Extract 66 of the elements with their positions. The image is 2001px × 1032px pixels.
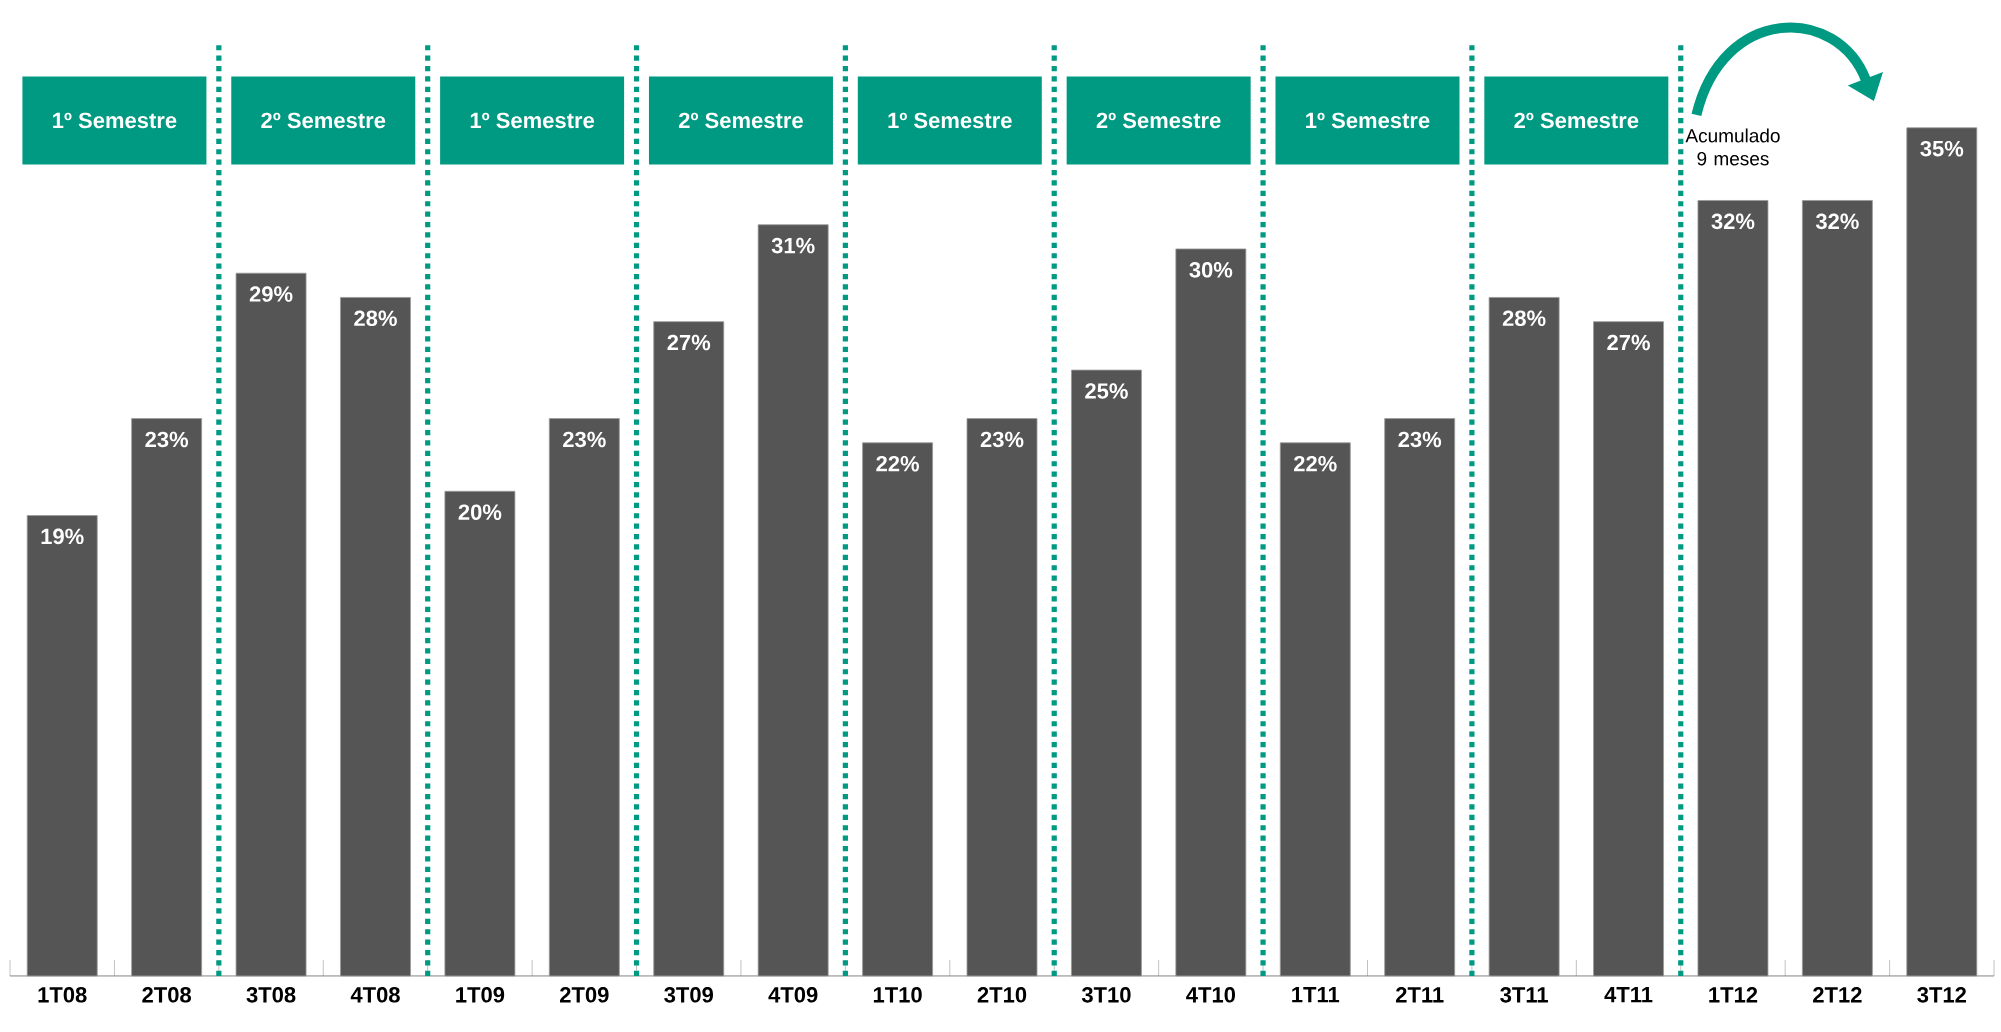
data-label: 28%: [1502, 310, 1546, 327]
data-label: 27%: [1607, 334, 1650, 351]
annotation: 2º Semestre: [1096, 112, 1221, 129]
bar: [862, 442, 933, 977]
x-tick-label: 2T10: [977, 987, 1027, 1003]
annotation: 2º Semestre: [678, 112, 803, 129]
x-tick-label: 2T11: [1395, 987, 1444, 1003]
bar: [1801, 200, 1873, 977]
x-tick-label: 1T10: [873, 987, 922, 1003]
annotation: 2º Semestre: [261, 112, 386, 129]
data-label: 35%: [1920, 140, 1964, 157]
data-label: 23%: [563, 431, 606, 448]
bar: [1384, 418, 1456, 977]
data-label: 25%: [1085, 383, 1128, 399]
x-tick-label: 3T10: [1081, 987, 1131, 1003]
bar: [1906, 127, 1978, 977]
x-tick-label: 1T11: [1292, 987, 1340, 1003]
bar: [653, 321, 725, 977]
bar: [444, 490, 516, 977]
x-tick-label: 3T12: [1917, 987, 1966, 1003]
x-tick-label: 2T08: [142, 987, 192, 1003]
bar: [1697, 200, 1769, 977]
x-tick-label: 3T08: [246, 987, 296, 1003]
data-label: 19%: [41, 528, 84, 545]
x-tick-label: 1T09: [456, 987, 505, 1003]
data-label: 20%: [458, 504, 502, 520]
data-label: 28%: [354, 310, 397, 327]
bar: [1593, 321, 1664, 977]
bar: [235, 272, 307, 977]
data-label: 27%: [667, 334, 711, 351]
bar: [757, 224, 829, 977]
data-label: 32%: [1711, 213, 1755, 230]
bar: [966, 418, 1038, 977]
annotation: 1º Semestre: [888, 112, 1012, 129]
x-tick-label: 2T09: [560, 987, 609, 1003]
annotation: 1º Semestre: [1306, 112, 1430, 129]
x-tick-label: 3T09: [664, 987, 713, 1003]
data-label: 23%: [145, 431, 189, 448]
annotation: 2º Semestre: [1514, 112, 1639, 129]
data-label: 32%: [1815, 213, 1859, 230]
data-label: 31%: [771, 237, 815, 254]
x-tick-label: 2T12: [1813, 987, 1862, 1003]
annotation: 1º Semestre: [470, 112, 595, 129]
bar: [1071, 369, 1142, 977]
x-tick-label: 3T11: [1500, 987, 1548, 1003]
data-label: 22%: [876, 455, 920, 472]
data-label: 22%: [1294, 455, 1337, 472]
x-tick-label: 4T11: [1604, 987, 1653, 1003]
bar: [548, 418, 620, 977]
data-label: 29%: [249, 286, 293, 302]
annotation: 1º Semestre: [53, 112, 177, 129]
bar: [1175, 248, 1247, 977]
x-tick-label: 4T10: [1186, 987, 1236, 1003]
bar: [1279, 442, 1351, 977]
data-label: 23%: [1398, 431, 1442, 448]
bar: [340, 297, 411, 977]
bar: [1488, 297, 1560, 977]
x-tick-label: 1T08: [38, 987, 87, 1003]
bar: [26, 515, 98, 977]
x-tick-label: 1T12: [1709, 987, 1758, 1003]
bar: [131, 418, 203, 977]
x-tick-label: 4T09: [768, 987, 818, 1003]
annotation: Acumulado 9 meses: [1685, 128, 1780, 166]
data-label: 23%: [980, 431, 1024, 448]
data-label: 30%: [1189, 262, 1233, 278]
x-tick-label: 4T08: [350, 987, 400, 1003]
